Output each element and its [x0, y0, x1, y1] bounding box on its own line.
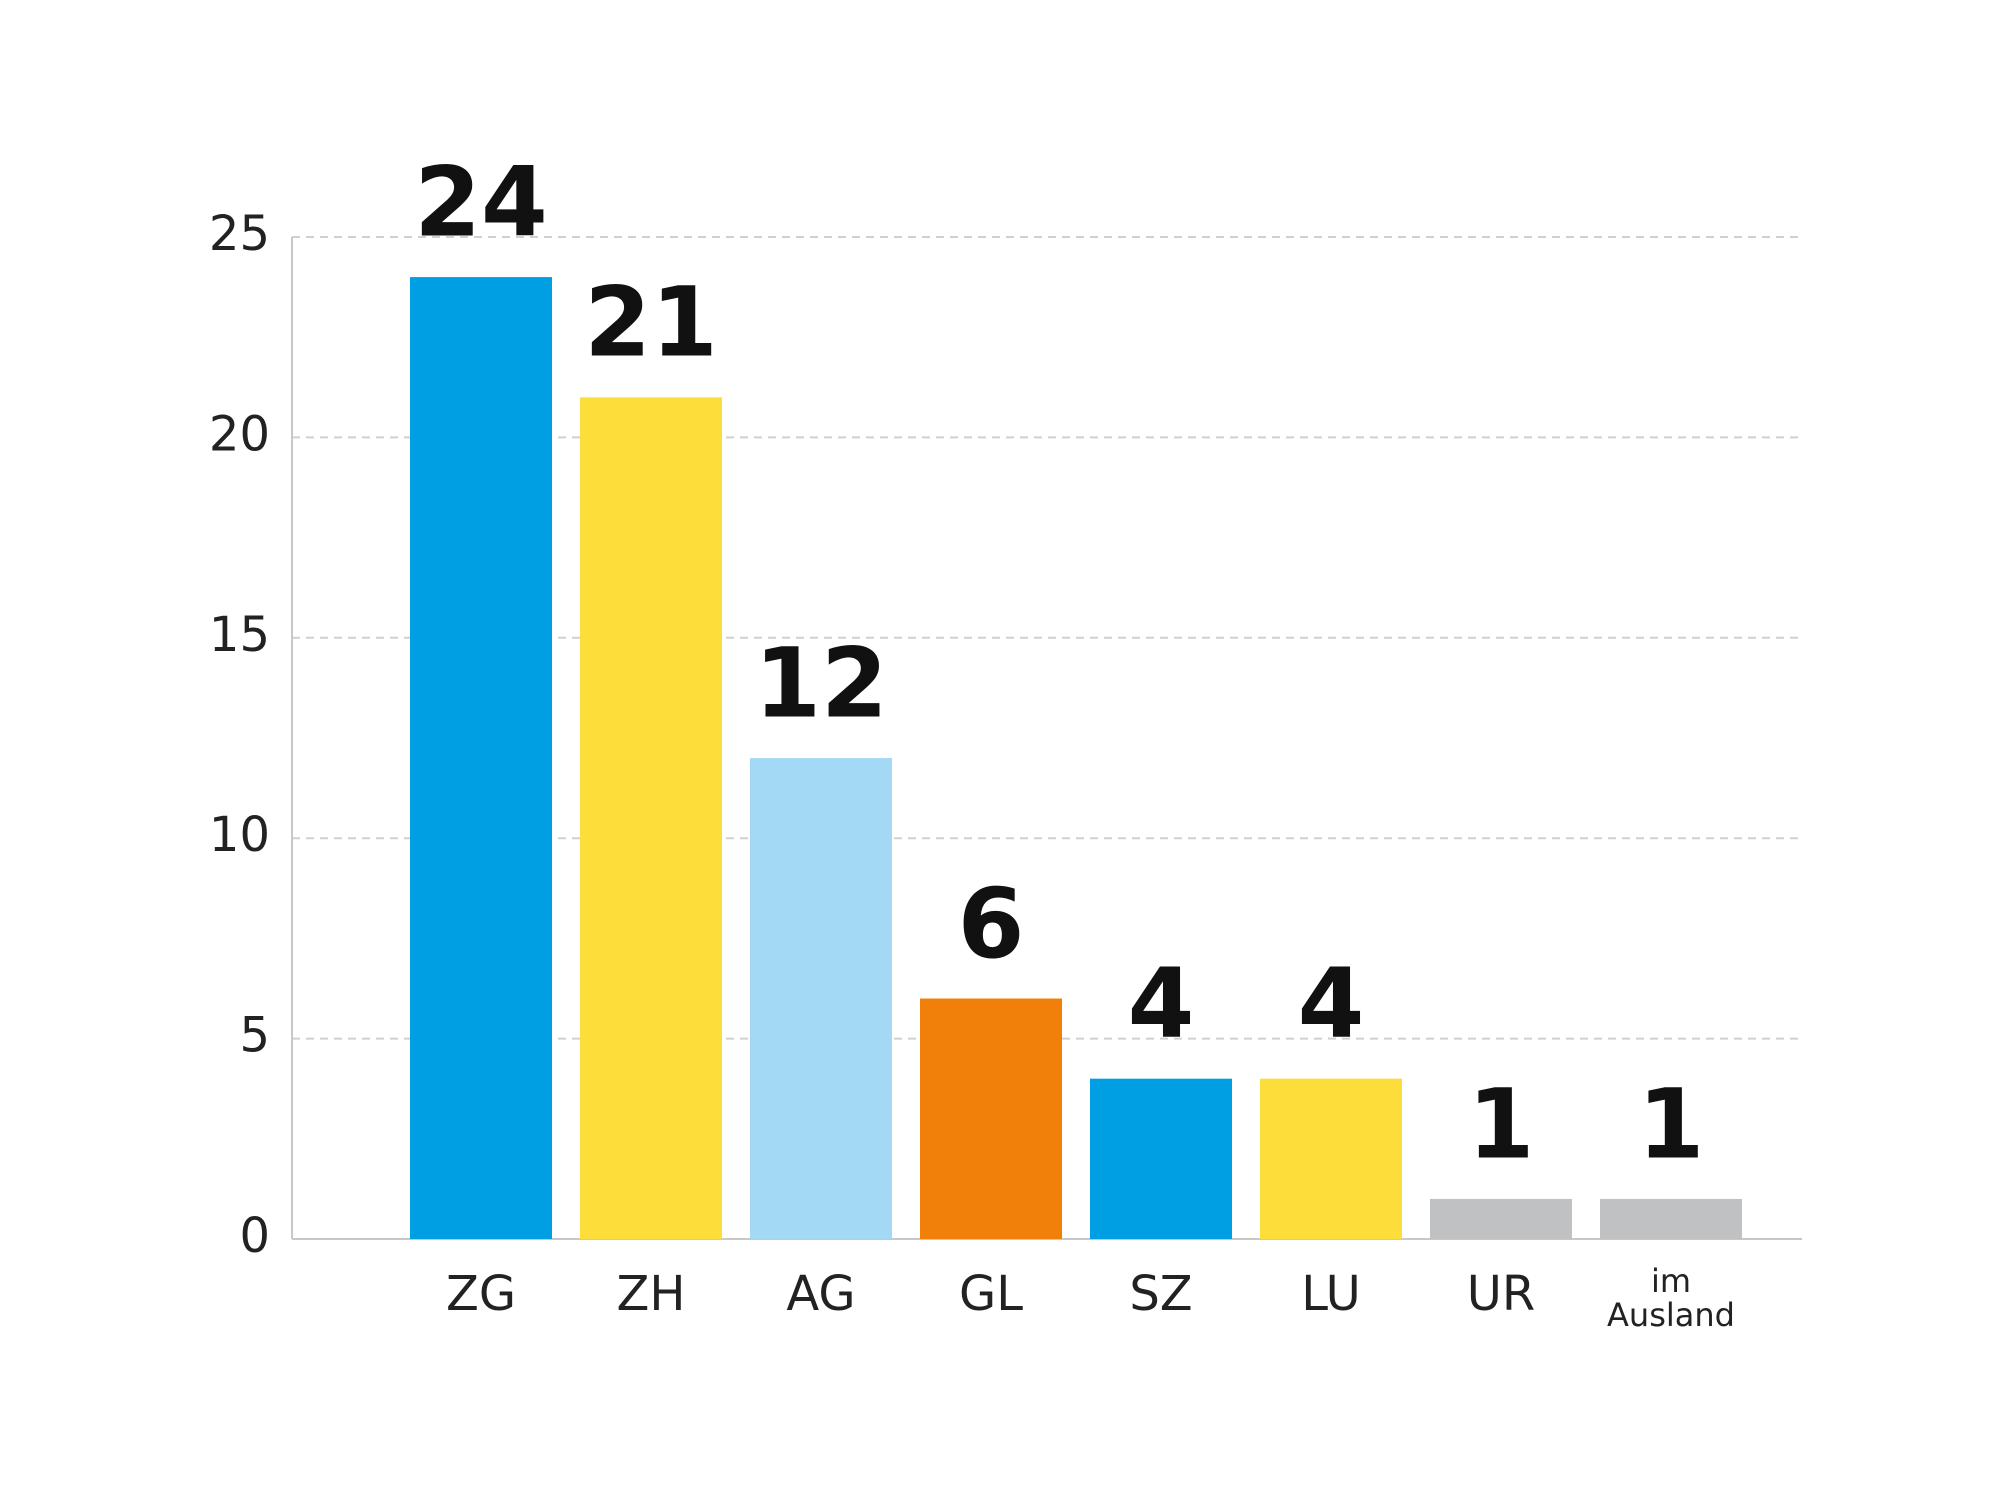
x-tick-label: AG [786, 1266, 856, 1322]
bar [1600, 1198, 1742, 1239]
x-tick-label: SZ [1129, 1266, 1193, 1322]
x-tick-label: im Ausland [1607, 1262, 1735, 1334]
value-label: 24 [414, 146, 548, 258]
x-tick-label: UR [1466, 1266, 1536, 1322]
x-tick-label: ZG [445, 1266, 517, 1322]
value-label: 4 [1298, 948, 1365, 1060]
bar [1090, 1078, 1232, 1239]
value-label: 12 [754, 627, 888, 739]
bar [1260, 1078, 1402, 1239]
value-label: 4 [1128, 948, 1195, 1060]
y-tick-label: 10 [209, 807, 270, 863]
y-tick-label: 0 [239, 1208, 270, 1264]
value-label: 6 [958, 868, 1025, 980]
value-label: 1 [1468, 1068, 1535, 1180]
x-tick-label: LU [1301, 1266, 1361, 1322]
y-tick-label: 5 [239, 1008, 270, 1064]
bar [1430, 1198, 1572, 1239]
y-tick-label: 20 [209, 406, 270, 462]
x-tick-label: ZH [616, 1266, 686, 1322]
x-tick-label: GL [959, 1266, 1023, 1322]
y-tick-label: 25 [209, 206, 270, 262]
bar [750, 758, 892, 1239]
bar [920, 998, 1062, 1239]
y-tick-label: 15 [209, 607, 270, 663]
bar [580, 397, 722, 1239]
value-label: 1 [1638, 1068, 1705, 1180]
bar [410, 277, 552, 1240]
value-label: 21 [584, 267, 718, 379]
